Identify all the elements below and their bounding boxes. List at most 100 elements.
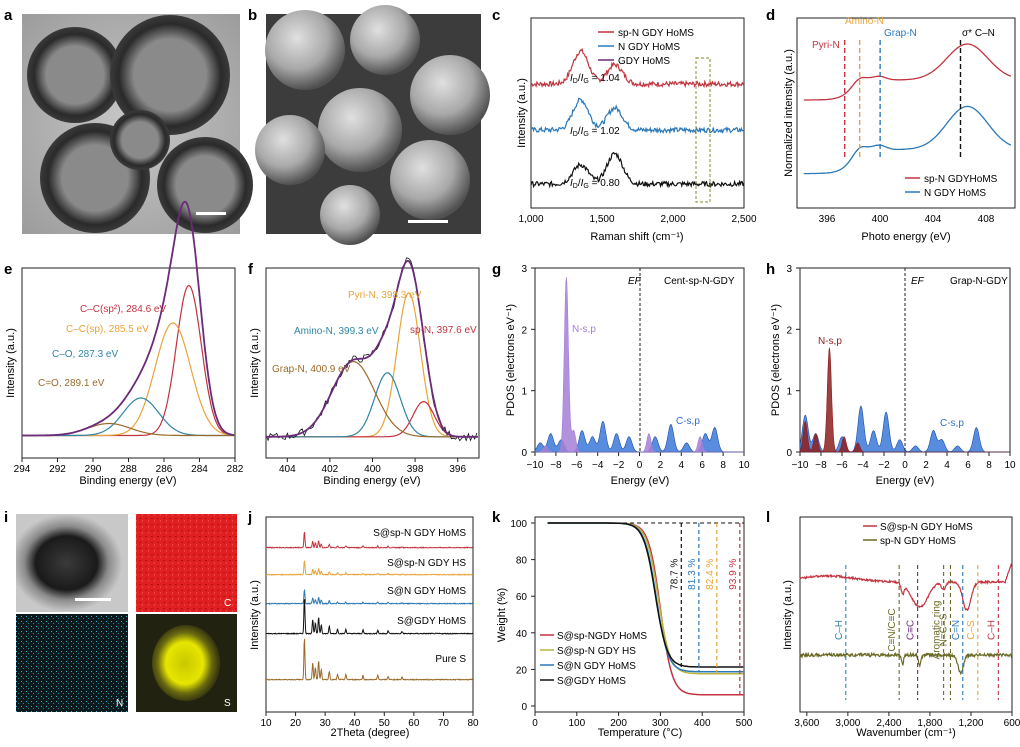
marker-label-sigma: σ* C–N [962,28,995,39]
legend-entry: S@sp-N GDY HoMS [880,522,973,533]
x-tick-label: 0 [637,460,643,471]
fit-component [22,422,235,437]
x-tick-label: 404 [279,464,296,475]
y-axis-label: PDOS (electrons eV⁻¹) [770,304,782,416]
x-ticks: 10 20 30 40 50 60 70 80 [260,712,479,729]
xanes-series [803,40,1012,175]
plot-frame [530,17,745,209]
panel-k: k 0 100 200 300 400 500 0 20 40 60 80 100 Temperatu… [492,509,753,739]
x-tick-label: −8 [815,460,827,471]
legend-entry: N GDY HoMS [618,42,680,53]
panel-letter: l [766,509,770,526]
band-label: C–H [986,620,997,640]
loss-label: 78.7 % [669,559,680,590]
y-tick-label: 100 [510,519,527,530]
x-axis-label: Temperature (°C) [598,727,682,739]
x-tick-label: 2 [923,460,929,471]
x-tick-label: −8 [550,460,562,471]
band-label: N=C=S [938,613,949,646]
ftir-line [799,563,1013,611]
fermi-label: EF [628,276,642,287]
legend-entry: N GDY HoMS [924,188,986,199]
x-tick-label: 400 [872,214,889,225]
legend: sp-N GDY HoMS N GDY HoMS GDY HoMS [598,28,694,67]
axis-ticks: −10 −8 −6 −4 −2 0 2 4 6 8 10 0 1 2 3 [786,264,1016,471]
pdos-n-area [799,347,1010,453]
panel-letter: e [4,261,12,278]
x-ticks: 396 400 404 408 [819,214,995,225]
x-tick-label: −2 [878,460,890,471]
ratio-label-blue: ID/IG = 1.02 [570,126,620,138]
x-tick-label: 398 [407,464,424,475]
x-tick-label: −2 [613,460,625,471]
x-axis-label: Raman shift (cm⁻¹) [590,231,683,243]
x-tick-label: 30 [320,718,332,729]
element-map-s: S [136,614,237,712]
x-axis-label: 2Theta (degree) [331,727,410,739]
panel-letter: f [248,261,254,278]
panel-j: j 10 20 30 40 50 60 70 80 2Theta (degree) Inten… [247,509,479,739]
y-axis-label: Intensity (a.u.) [516,78,528,148]
fit-component [22,397,235,437]
fermi-label: EF [911,276,925,287]
plot-frame [534,516,745,713]
x-tick-label: 500 [736,718,753,729]
envelope-line [266,259,478,438]
x-axis-label: Binding energy (eV) [79,475,176,487]
panel-letter: a [4,7,13,24]
ftir-line [799,651,1013,676]
panel-letter: d [766,7,775,24]
x-tick-label: 1,000 [518,214,543,225]
legend-entry: S@GDY HoMS [557,676,626,687]
y-axis-label: Intensity (a.u.) [782,580,794,650]
x-tick-label: 2 [658,460,664,471]
xrd-line [265,638,474,681]
scale-bar [408,220,448,223]
y-axis-label: Normalized intensity (a.u.) [783,49,795,177]
y-axis-label: Intensity (a.u.) [249,328,261,398]
y-tick-label: 3 [786,264,792,275]
series-label: S@sp-N GDY HoMS [373,528,466,539]
x-axis-label: Photo energy (eV) [861,231,950,243]
element-map-c: C [136,514,237,612]
x-tick-label: 10 [1004,460,1016,471]
y-axis-label: Weight (%) [496,588,508,642]
panel-b: b [248,5,490,245]
series-label: Pure S [435,654,466,665]
x-tick-label: 40 [349,718,361,729]
panel-letter: b [248,7,257,24]
map-label: C [224,598,231,609]
panel-letter: c [492,7,500,24]
peak-annotation: Amino-N, 399.3 eV [294,326,379,337]
x-tick-label: 396 [819,214,836,225]
x-axis-label: Binding energy (eV) [323,475,420,487]
x-tick-label: 300 [652,718,669,729]
x-tick-label: 286 [156,464,173,475]
plot-title: Grap-N-GDY [950,276,1008,287]
panel-i: i C N S [4,509,237,712]
map-label: N [116,698,123,709]
x-tick-label: 408 [978,214,995,225]
x-tick-label: 10 [738,460,750,471]
y-axis-label: PDOS (electrons eV⁻¹) [505,304,517,416]
x-tick-label: 20 [290,718,302,729]
loss-label: 82.4 % [705,559,716,590]
axis-ticks: −10 −8 −6 −4 −2 0 2 4 6 8 10 0 1 2 3 [521,264,750,471]
legend: sp-N GDYHoMS N GDY HoMS [905,174,998,199]
panel-letter: i [4,509,8,526]
scale-bar [75,598,111,601]
legend-entry: S@N GDY HoMS [557,661,636,672]
marker-label-amino: Amino-N [845,16,884,27]
x-tick-label: −10 [527,460,544,471]
raman-line [530,47,745,89]
y-tick-label: 2 [521,325,527,336]
x-tick-label: 396 [449,464,466,475]
x-tick-label: 8 [986,460,992,471]
x-tick-label: 400 [694,718,711,729]
ratio-label-black: ID/IG = 0.80 [570,178,620,190]
x-tick-label: 100 [568,718,585,729]
panel-e: e 294 292 290 288 286 284 282 Binding energy (… [4,200,244,487]
marker-label-grap: Grap-N [884,28,917,39]
scale-bar [196,212,226,215]
